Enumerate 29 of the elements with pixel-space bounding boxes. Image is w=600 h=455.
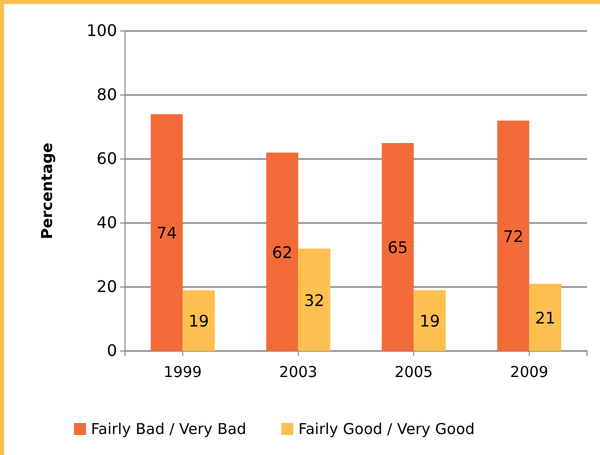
y-tick-label: 80 xyxy=(96,85,117,104)
bar xyxy=(529,284,562,351)
data-label: 65 xyxy=(388,238,408,257)
data-label: 32 xyxy=(304,290,324,310)
data-label: 62 xyxy=(272,242,292,262)
x-tick-label: 2009 xyxy=(510,363,548,381)
bar xyxy=(150,114,183,351)
y-tick-label: 0 xyxy=(106,341,117,360)
legend-label: Fairly Bad / Very Bad xyxy=(91,420,246,438)
data-label: 21 xyxy=(535,308,556,328)
y-tick-label: 40 xyxy=(96,213,117,232)
bar xyxy=(414,290,446,351)
y-tick-label: 20 xyxy=(96,277,117,296)
bar xyxy=(382,143,414,351)
bar xyxy=(298,248,330,351)
bar xyxy=(266,152,298,351)
x-tick-label: 2005 xyxy=(394,363,433,381)
x-tick-label: 1999 xyxy=(164,363,202,381)
data-label: 72 xyxy=(503,226,524,246)
bar xyxy=(182,290,215,351)
bar xyxy=(497,120,530,351)
y-tick-label: 100 xyxy=(86,21,117,40)
x-tick-label: 2003 xyxy=(279,363,318,381)
data-label: 19 xyxy=(188,312,209,331)
legend-label: Fairly Good / Very Good xyxy=(298,420,475,438)
data-label: 74 xyxy=(156,224,177,243)
y-axis-title: Percentage xyxy=(38,142,56,240)
y-tick-label: 60 xyxy=(96,149,117,168)
data-label: 19 xyxy=(420,312,440,331)
